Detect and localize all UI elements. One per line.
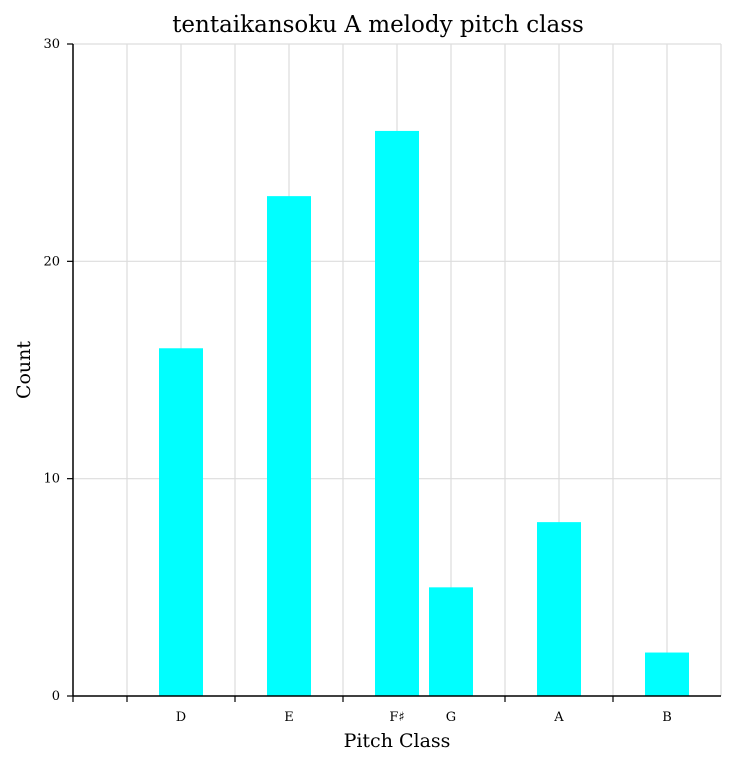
- bar-G: [429, 587, 473, 696]
- x-axis-label: Pitch Class: [344, 730, 451, 752]
- y-tick-label: 20: [43, 254, 60, 269]
- y-tick-label: 0: [52, 689, 60, 704]
- bar-E: [267, 196, 311, 696]
- y-tick-label: 30: [43, 37, 60, 52]
- y-tick-label: 10: [43, 472, 60, 487]
- bars: [159, 130, 689, 696]
- x-tick-label: A: [553, 710, 564, 725]
- x-tick-label: F♯: [389, 710, 404, 725]
- x-tick-label: G: [446, 710, 456, 725]
- bar-B: [645, 652, 689, 696]
- bar-F♯: [375, 130, 419, 696]
- x-tick-label: E: [284, 710, 294, 725]
- bar-D: [159, 348, 203, 696]
- bar-A: [537, 522, 581, 696]
- chart-title: tentaikansoku A melody pitch class: [172, 12, 584, 38]
- x-tick-label: D: [176, 710, 186, 725]
- y-axis-label: Count: [13, 341, 35, 399]
- ticks: 0 10 20 30 D E F♯ G A B: [43, 37, 671, 725]
- x-tick-label: B: [662, 710, 672, 725]
